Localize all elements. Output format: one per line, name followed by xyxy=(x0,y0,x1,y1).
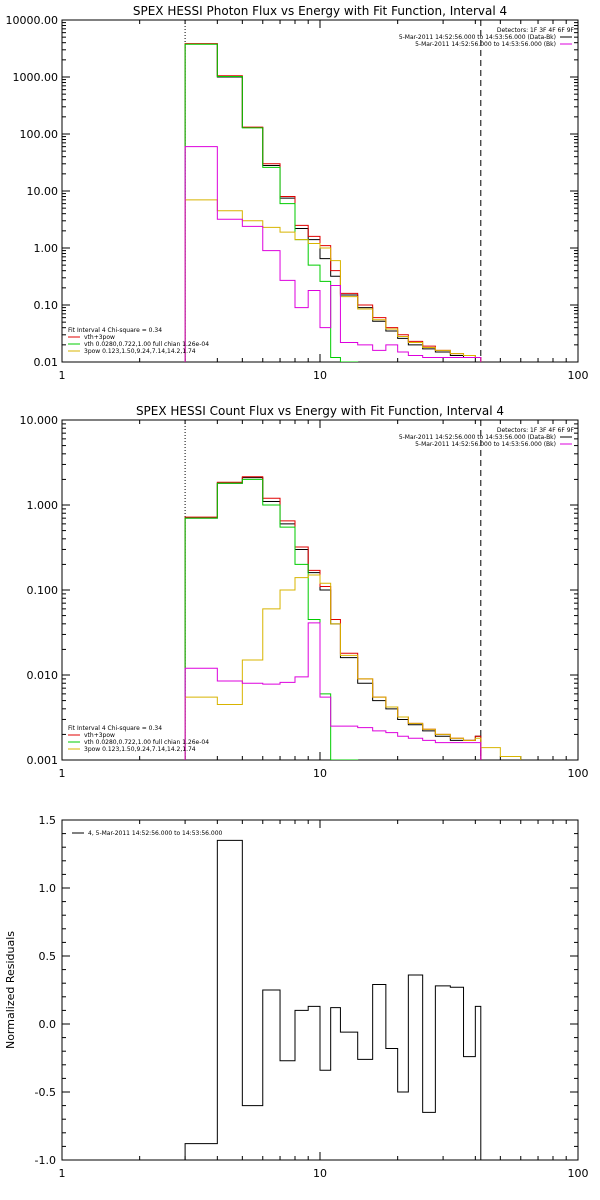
x-tick-label: 1 xyxy=(59,767,66,780)
y-tick-label: 1.0 xyxy=(39,882,57,895)
x-tick-label: 1 xyxy=(59,1167,66,1180)
chart-2: SPEX HESSI Count Flux vs Energy with Fit… xyxy=(20,404,589,780)
x-tick-label: 10 xyxy=(313,1167,327,1180)
chart-3: 1 10 100 -1.0 -0.5 0.0 0.5 1.0 1.5 Normalized Res… xyxy=(4,814,589,1180)
legend-bk: 5-Mar-2011 14:52:56.000 to 14:53:56.000 … xyxy=(415,441,556,448)
y-tick-label: 10.000 xyxy=(20,414,59,427)
y-tick-label: 100.00 xyxy=(20,128,59,141)
y-tick-label: 0.10 xyxy=(34,299,59,312)
series-group xyxy=(184,839,482,1160)
chart-1: SPEX HESSI Photon Flux vs Energy with Fi… xyxy=(6,4,589,382)
series-3-steps xyxy=(184,574,522,760)
legend-fit-interval: Fit Interval 4 Chi-square = 0.34 xyxy=(68,725,162,732)
legend-item-2: vth 0.0280,0.722,1.00 full chian 1.26e-0… xyxy=(84,341,209,348)
y-tick-label: 10000.00 xyxy=(6,14,59,27)
legend-detectors: Detectors: 1F 3F 4F 6F 9F xyxy=(497,27,575,34)
legend-item-1: vth+3pow xyxy=(84,334,115,341)
legend-fit-interval: Fit Interval 4 Chi-square = 0.34 xyxy=(68,327,162,334)
x-tick-label: 100 xyxy=(568,369,589,382)
x-tick-label: 10 xyxy=(313,767,327,780)
plot-frame xyxy=(61,819,579,1161)
y-tick-label: 1.00 xyxy=(34,242,59,255)
legend-item-2: vth 0.0280,0.722,1.00 full chian 1.26e-0… xyxy=(84,739,209,746)
series-2-steps xyxy=(184,478,359,760)
y-tick-label: -1.0 xyxy=(35,1154,56,1167)
legend-item-3: 3pow 0.123,1.50,9.24,7.14,14.2,1.74 xyxy=(84,746,196,753)
series-group xyxy=(184,43,482,362)
y-tick-label: 0.001 xyxy=(27,754,59,767)
y-tick-label: 1.5 xyxy=(39,814,57,827)
y-tick-label: 0.0 xyxy=(39,1018,57,1031)
x-tick-label: 10 xyxy=(313,369,327,382)
y-tick-label: 0.01 xyxy=(34,356,59,369)
legend-item: 4, 5-Mar-2011 14:52:56.000 to 14:53:56.0… xyxy=(88,830,223,837)
series-1-steps xyxy=(184,476,482,760)
series-0-steps xyxy=(184,43,482,362)
series-group xyxy=(184,476,522,760)
y-tick-label: 0.5 xyxy=(39,950,57,963)
x-tick-label: 100 xyxy=(568,767,589,780)
legend-data: 5-Mar-2011 14:52:56.000 to 14:53:56.000 … xyxy=(399,434,556,441)
series-4-steps xyxy=(184,622,482,760)
series-3-steps xyxy=(184,199,482,362)
series-0-steps xyxy=(184,839,482,1160)
legend-item-1: vth+3pow xyxy=(84,732,115,739)
y-tick-label: 1000.00 xyxy=(13,71,59,84)
x-tick-label: 100 xyxy=(568,1167,589,1180)
y-tick-label: 0.100 xyxy=(27,584,59,597)
legend-data: 5-Mar-2011 14:52:56.000 to 14:53:56.000 … xyxy=(399,34,556,41)
series-2-steps xyxy=(184,43,359,362)
y-tick-label: -0.5 xyxy=(35,1086,56,1099)
series-4-steps xyxy=(184,146,482,362)
legend-detectors: Detectors: 1F 3F 4F 6F 9F xyxy=(497,427,575,434)
legend-bk: 5-Mar-2011 14:52:56.000 to 14:53:56.000 … xyxy=(415,41,556,48)
series-1-steps xyxy=(184,43,482,362)
y-tick-label: 0.010 xyxy=(27,669,59,682)
legend-item-3: 3pow 0.123,1.50,9.24,7.14,14.2,1.74 xyxy=(84,348,196,355)
y-axis-label: Normalized Residuals xyxy=(4,931,17,1049)
y-tick-label: 10.00 xyxy=(27,185,59,198)
chart-title: SPEX HESSI Count Flux vs Energy with Fit… xyxy=(136,404,504,418)
chart-title: SPEX HESSI Photon Flux vs Energy with Fi… xyxy=(133,4,507,18)
y-tick-label: 1.000 xyxy=(27,499,59,512)
x-tick-label: 1 xyxy=(59,369,66,382)
